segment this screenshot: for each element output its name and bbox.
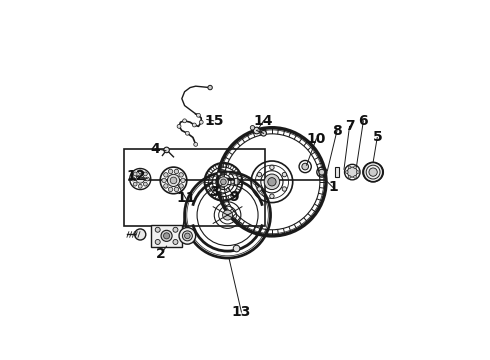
Circle shape bbox=[174, 169, 179, 174]
Circle shape bbox=[179, 228, 196, 244]
Circle shape bbox=[164, 147, 170, 153]
Circle shape bbox=[181, 178, 185, 183]
Bar bbox=[335, 167, 339, 177]
Circle shape bbox=[168, 174, 180, 186]
Circle shape bbox=[253, 127, 260, 134]
Bar bbox=[151, 225, 182, 247]
Text: 5: 5 bbox=[372, 130, 382, 144]
Circle shape bbox=[319, 169, 324, 175]
Text: 13: 13 bbox=[232, 305, 251, 319]
Circle shape bbox=[138, 170, 142, 174]
Circle shape bbox=[354, 166, 356, 169]
Circle shape bbox=[173, 239, 178, 244]
Circle shape bbox=[250, 126, 255, 130]
Circle shape bbox=[144, 182, 147, 186]
Circle shape bbox=[208, 85, 212, 90]
Circle shape bbox=[144, 172, 147, 176]
Circle shape bbox=[222, 210, 233, 220]
Circle shape bbox=[185, 131, 189, 135]
Circle shape bbox=[135, 229, 146, 240]
Circle shape bbox=[173, 227, 178, 232]
Circle shape bbox=[226, 172, 230, 176]
Circle shape bbox=[231, 180, 234, 184]
Circle shape bbox=[164, 184, 168, 188]
Circle shape bbox=[146, 177, 149, 181]
Circle shape bbox=[233, 178, 240, 185]
Circle shape bbox=[194, 143, 197, 146]
Text: 7: 7 bbox=[345, 120, 354, 133]
Circle shape bbox=[302, 163, 309, 170]
Circle shape bbox=[348, 166, 351, 169]
Circle shape bbox=[174, 187, 179, 192]
Circle shape bbox=[217, 188, 220, 192]
Bar bbox=[123, 149, 265, 226]
Circle shape bbox=[177, 125, 181, 128]
Circle shape bbox=[356, 171, 359, 174]
Text: 10: 10 bbox=[307, 132, 326, 146]
Circle shape bbox=[155, 239, 160, 244]
Text: 8: 8 bbox=[332, 123, 342, 138]
Circle shape bbox=[161, 230, 172, 242]
Text: 12: 12 bbox=[126, 169, 146, 183]
Circle shape bbox=[345, 171, 348, 174]
Circle shape bbox=[282, 172, 287, 177]
Circle shape bbox=[220, 179, 226, 185]
Circle shape bbox=[138, 184, 142, 188]
Circle shape bbox=[364, 162, 383, 182]
Circle shape bbox=[270, 165, 274, 170]
Circle shape bbox=[213, 180, 216, 184]
Text: 4: 4 bbox=[150, 141, 160, 156]
Circle shape bbox=[219, 177, 228, 187]
Circle shape bbox=[133, 182, 137, 186]
Circle shape bbox=[282, 187, 287, 191]
Circle shape bbox=[193, 123, 196, 127]
Circle shape bbox=[136, 175, 145, 183]
Circle shape bbox=[369, 168, 377, 176]
Circle shape bbox=[261, 131, 267, 136]
Circle shape bbox=[257, 172, 262, 177]
Text: 2: 2 bbox=[156, 247, 166, 261]
Circle shape bbox=[169, 169, 173, 174]
Text: 6: 6 bbox=[359, 114, 368, 128]
Circle shape bbox=[131, 177, 135, 181]
Circle shape bbox=[268, 177, 276, 186]
Circle shape bbox=[348, 176, 351, 178]
Text: 9: 9 bbox=[230, 190, 239, 204]
Circle shape bbox=[233, 245, 240, 252]
Circle shape bbox=[354, 176, 356, 178]
Circle shape bbox=[217, 172, 220, 176]
Text: 11: 11 bbox=[176, 192, 196, 206]
Circle shape bbox=[155, 227, 160, 232]
Circle shape bbox=[264, 174, 280, 190]
Circle shape bbox=[185, 233, 190, 239]
Circle shape bbox=[162, 178, 166, 183]
Circle shape bbox=[133, 172, 137, 176]
Circle shape bbox=[347, 167, 357, 177]
Circle shape bbox=[226, 188, 230, 192]
Circle shape bbox=[179, 184, 183, 188]
Circle shape bbox=[179, 173, 183, 177]
Circle shape bbox=[183, 119, 187, 123]
Text: 15: 15 bbox=[204, 114, 223, 128]
Circle shape bbox=[169, 187, 173, 192]
Circle shape bbox=[164, 233, 170, 239]
Circle shape bbox=[164, 173, 168, 177]
Text: 14: 14 bbox=[254, 114, 273, 128]
Circle shape bbox=[196, 113, 200, 117]
Text: 3: 3 bbox=[209, 185, 219, 198]
Circle shape bbox=[182, 231, 193, 241]
Circle shape bbox=[270, 194, 274, 198]
Circle shape bbox=[257, 187, 262, 191]
Circle shape bbox=[199, 120, 203, 124]
Text: 1: 1 bbox=[328, 180, 338, 194]
Circle shape bbox=[170, 177, 177, 184]
